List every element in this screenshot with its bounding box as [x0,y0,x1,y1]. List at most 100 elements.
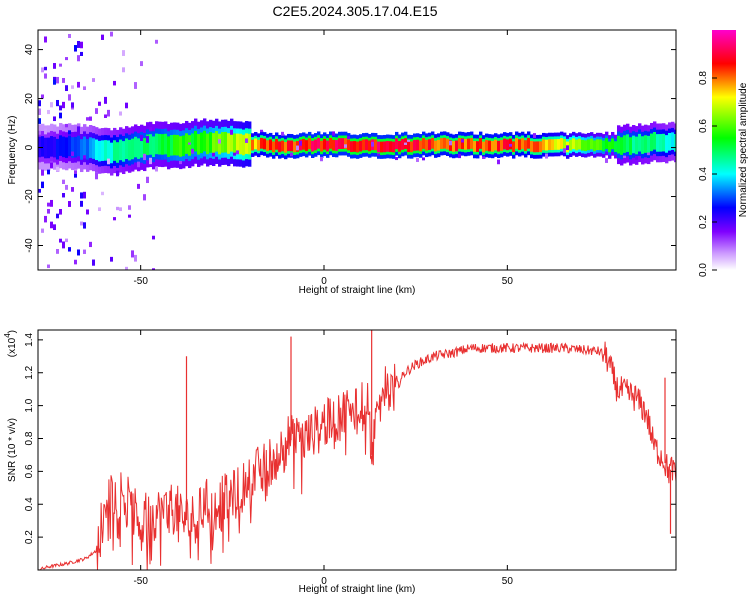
heatmap-ridge-cell [98,140,102,162]
heatmap-noise-cell [107,109,110,117]
heatmap-noise-cell [128,214,131,218]
heatmap-ridge-cell [674,133,676,152]
heatmap-x-tick-label: 50 [502,276,514,287]
heatmap-noise-cell [155,39,158,44]
heatmap-noise-cell [140,134,143,142]
heatmap-ridge-cell [176,134,180,156]
heatmap-ridge-cell [134,136,138,158]
heatmap-ridge-cell [662,133,666,152]
heatmap-ridge-cell [281,140,285,152]
heatmap-ridge-cell [455,140,459,152]
heatmap-noise-cell [482,156,485,159]
heatmap-noise-cell [62,193,65,198]
heatmap-noise-cell [62,101,65,109]
heatmap-noise-cell [137,183,140,189]
heatmap-ridge-cell [188,135,192,156]
heatmap-ridge-cell [374,139,378,151]
heatmap-noise-cell [65,184,68,190]
heatmap-ridge-cell [425,139,429,151]
heatmap-ridge-cell [443,137,447,149]
heatmap-noise-cell [77,55,80,62]
heatmap-noise-cell [83,222,86,229]
heatmap-ridge-cell [215,131,219,152]
heatmap-noise-cell [83,249,86,254]
heatmap-ridge-cell [83,136,87,158]
heatmap-noise-cell [71,105,74,110]
heatmap-noise-cell [233,152,236,156]
heatmap-ridge-cell [539,141,543,153]
snr-series-line [38,341,676,570]
heatmap-ridge-cell [194,130,198,152]
heatmap-noise-cell [53,116,56,122]
heatmap-ridge-cell [74,136,78,158]
heatmap-noise-cell [281,131,284,136]
heatmap-noise-cell [134,82,137,89]
heatmap-noise-cell [44,215,47,223]
heatmap-noise-cell [53,79,56,85]
heatmap-noise-cell [83,86,86,90]
heatmap-ridge-cell [617,135,621,154]
heatmap-ridge-cell [248,133,252,155]
heatmap-noise-cell [56,166,59,172]
heatmap-noise-cell [296,145,299,151]
heatmap-noise-cell [47,264,50,269]
heatmap-ridge-cell [452,140,456,152]
heatmap-ridge-cell [470,138,474,149]
heatmap-ridge-cell [200,132,204,154]
heatmap-ridge-cell [488,140,492,152]
heatmap-noise-cell [68,94,71,101]
heatmap-noise-cell [104,114,107,118]
heatmap-ridge-cell [563,139,567,150]
snr-frame [37,329,677,571]
snr-y-tick-label: 1.2 [24,365,35,379]
heatmap-ridge-cell [416,139,420,151]
heatmap-ridge-cell [467,138,471,150]
heatmap-ridge-cell [491,140,495,152]
snr-multiplier-base: (x10 [7,337,18,357]
svg-text:(x104): (x104) [3,330,18,357]
heatmap-ridge-cell [152,136,156,158]
heatmap-noise-cell [80,221,83,226]
heatmap-ridge-cell [365,139,369,151]
snr-y-tick-label: 1.4 [24,332,35,346]
heatmap-ridge-cell [332,139,336,151]
heatmap-ridge-cell [251,139,255,151]
heatmap-x-ticks: -50 0 50 [133,30,513,287]
heatmap-ridge-cell [578,138,582,150]
heatmap-ridge-cell [428,139,432,150]
heatmap-ridge-cell [515,137,519,149]
heatmap-noise-cell [50,199,53,207]
heatmap-x-tick-label: -50 [133,276,148,287]
heatmap-y-tick-label: 20 [24,93,35,105]
heatmap-noise-cell [95,172,98,180]
heatmap-noise-cell [62,241,65,249]
heatmap-ridge-cell [401,139,405,150]
heatmap-noise-cell [458,153,461,159]
heatmap-noise-cell [53,76,56,82]
heatmap-noise-cell [179,161,182,165]
heatmap-noise-cell [299,140,302,146]
heatmap-noise-cell [74,46,77,52]
heatmap-ridge-cell [413,139,417,151]
heatmap-noise-cell [38,130,41,135]
heatmap-noise-cell [260,129,263,133]
colorbar-tick-label: 0.8 [698,71,709,85]
snr-y-tick-label: 0.6 [24,464,35,478]
heatmap-noise-cell [320,156,323,162]
snr-x-label: Height of straight line (km) [299,584,416,595]
heatmap-ridge-cell [554,139,558,150]
colorbar-tick-label: 0.4 [698,167,709,181]
heatmap-ridge-cell [545,139,549,151]
colorbar-tick-label: 0.0 [698,263,709,277]
heatmap-ridge-cell [323,138,327,150]
heatmap-ridge-cell [41,136,45,157]
heatmap-ridge-cell [242,134,246,156]
heatmap-noise-cell [44,36,47,43]
heatmap-noise-cell [545,153,548,159]
heatmap-ridge-cell [518,139,522,151]
heatmap-ridge-cell [626,134,630,152]
heatmap-noise-cell [92,78,95,82]
heatmap-ridge-cell [347,139,351,151]
heatmap-noise-cell [605,158,608,163]
heatmap-ridge-cell [437,139,441,151]
